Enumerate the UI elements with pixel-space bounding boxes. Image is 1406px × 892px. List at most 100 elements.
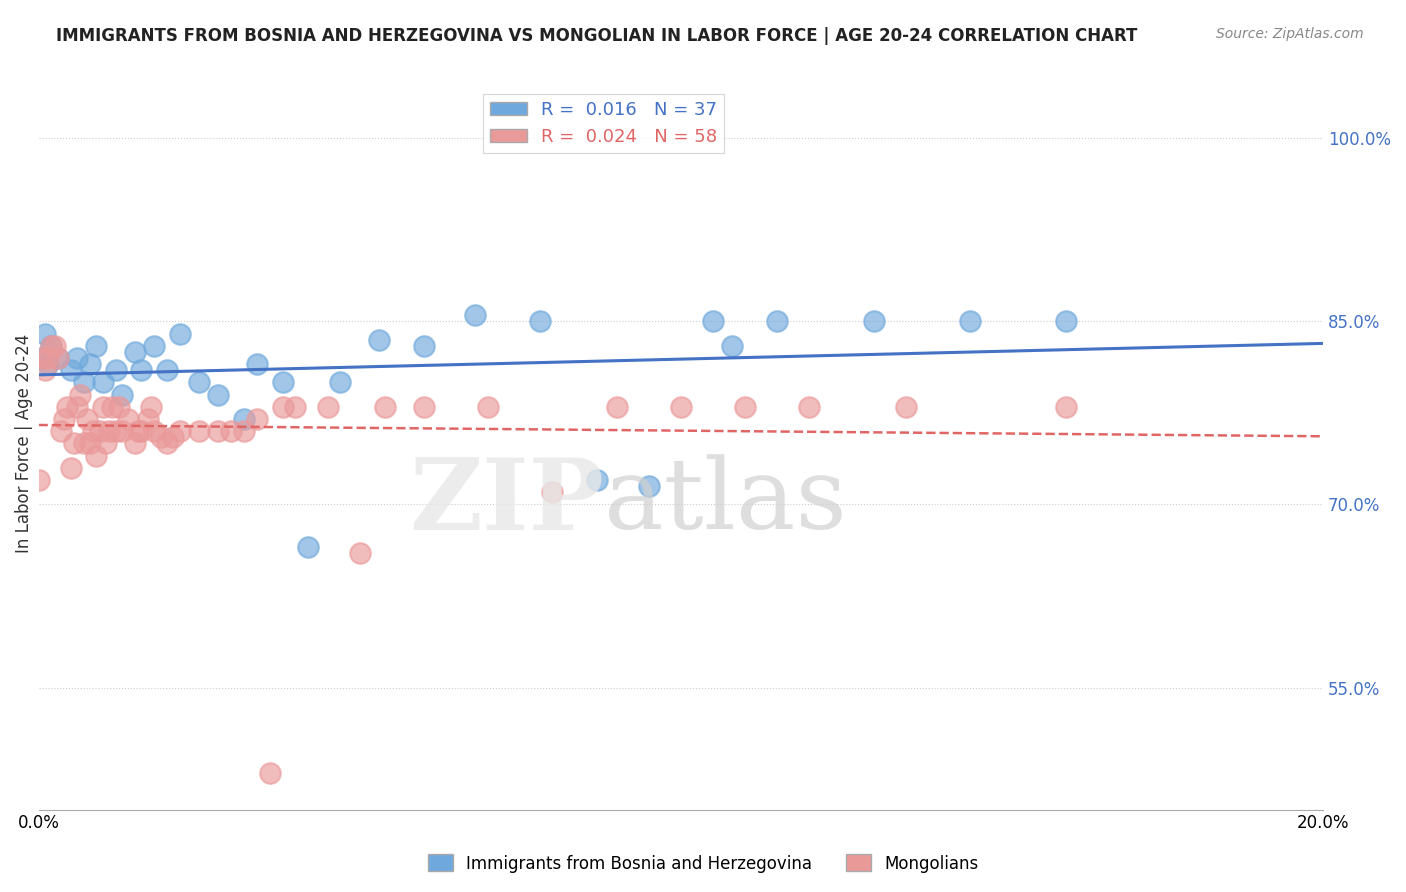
Point	[91, 376, 114, 390]
Point	[56, 400, 79, 414]
Point	[149, 430, 172, 444]
Point	[139, 400, 162, 414]
Point	[734, 400, 756, 414]
Point	[413, 339, 436, 353]
Point	[86, 339, 108, 353]
Point	[44, 339, 66, 353]
Text: Source: ZipAtlas.com: Source: ZipAtlas.com	[1216, 27, 1364, 41]
Point	[541, 485, 564, 500]
Point	[127, 425, 149, 439]
Point	[46, 351, 69, 365]
Text: atlas: atlas	[603, 454, 846, 550]
Point	[63, 436, 86, 450]
Point	[34, 326, 56, 341]
Point	[284, 400, 307, 414]
Point	[49, 425, 72, 439]
Point	[79, 436, 101, 450]
Point	[606, 400, 628, 414]
Point	[79, 357, 101, 371]
Point	[108, 400, 131, 414]
Point	[104, 363, 127, 377]
Point	[76, 412, 98, 426]
Point	[259, 766, 281, 780]
Point	[271, 376, 294, 390]
Point	[59, 363, 82, 377]
Point	[91, 400, 114, 414]
Point	[233, 412, 256, 426]
Point	[464, 309, 486, 323]
Point	[862, 314, 884, 328]
Point	[329, 376, 352, 390]
Point	[66, 400, 89, 414]
Point	[219, 425, 242, 439]
Point	[156, 363, 179, 377]
Point	[188, 425, 211, 439]
Point	[529, 314, 551, 328]
Point	[246, 357, 269, 371]
Point	[89, 425, 111, 439]
Point	[766, 314, 789, 328]
Point	[207, 387, 229, 401]
Point	[374, 400, 396, 414]
Point	[721, 339, 744, 353]
Legend: R =  0.016   N = 37, R =  0.024   N = 58: R = 0.016 N = 37, R = 0.024 N = 58	[484, 94, 724, 153]
Point	[59, 461, 82, 475]
Point	[316, 400, 339, 414]
Point	[131, 425, 153, 439]
Point	[368, 333, 391, 347]
Point	[413, 400, 436, 414]
Point	[136, 412, 159, 426]
Point	[27, 473, 49, 487]
Point	[586, 473, 609, 487]
Point	[162, 430, 184, 444]
Point	[169, 425, 191, 439]
Point	[894, 400, 917, 414]
Point	[31, 351, 53, 365]
Point	[124, 345, 146, 359]
Point	[34, 363, 56, 377]
Point	[41, 339, 63, 353]
Point	[156, 436, 179, 450]
Point	[66, 351, 89, 365]
Legend: Immigrants from Bosnia and Herzegovina, Mongolians: Immigrants from Bosnia and Herzegovina, …	[422, 847, 984, 880]
Point	[1054, 400, 1077, 414]
Point	[101, 400, 124, 414]
Point	[207, 425, 229, 439]
Point	[169, 326, 191, 341]
Point	[477, 400, 499, 414]
Point	[111, 387, 134, 401]
Point	[69, 387, 91, 401]
Point	[143, 425, 166, 439]
Point	[799, 400, 821, 414]
Point	[117, 412, 139, 426]
Point	[1054, 314, 1077, 328]
Point	[349, 546, 371, 560]
Point	[72, 436, 94, 450]
Point	[86, 449, 108, 463]
Point	[31, 351, 53, 365]
Point	[72, 376, 94, 390]
Point	[124, 436, 146, 450]
Text: IMMIGRANTS FROM BOSNIA AND HERZEGOVINA VS MONGOLIAN IN LABOR FORCE | AGE 20-24 C: IMMIGRANTS FROM BOSNIA AND HERZEGOVINA V…	[56, 27, 1137, 45]
Point	[188, 376, 211, 390]
Point	[143, 339, 166, 353]
Point	[104, 425, 127, 439]
Point	[37, 351, 59, 365]
Point	[111, 425, 134, 439]
Point	[637, 479, 659, 493]
Point	[271, 400, 294, 414]
Point	[53, 412, 76, 426]
Point	[94, 436, 117, 450]
Point	[41, 339, 63, 353]
Point	[246, 412, 269, 426]
Point	[702, 314, 724, 328]
Y-axis label: In Labor Force | Age 20-24: In Labor Force | Age 20-24	[15, 334, 32, 553]
Point	[131, 363, 153, 377]
Point	[37, 357, 59, 371]
Point	[46, 351, 69, 365]
Point	[669, 400, 692, 414]
Text: ZIP: ZIP	[409, 453, 603, 550]
Point	[959, 314, 981, 328]
Point	[233, 425, 256, 439]
Point	[82, 425, 104, 439]
